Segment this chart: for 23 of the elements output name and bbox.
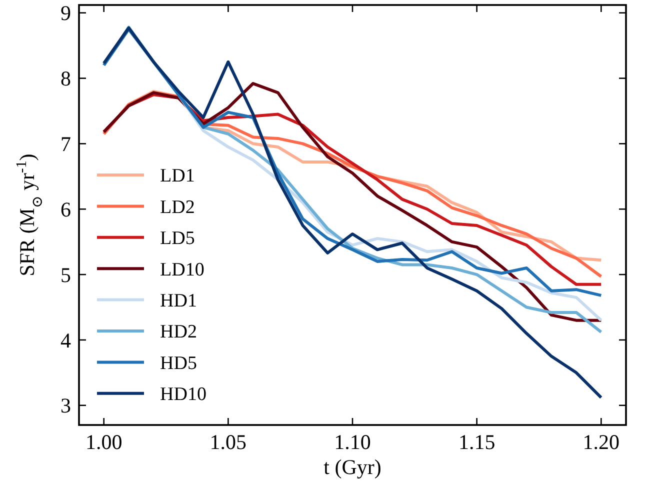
legend-label: LD2 xyxy=(160,196,195,218)
y-tick-label: 3 xyxy=(60,394,71,418)
y-tick-label: 8 xyxy=(60,66,71,91)
x-tick-label: 1.20 xyxy=(582,430,620,454)
legend-label: HD10 xyxy=(160,384,206,406)
legend-label: HD2 xyxy=(160,322,197,343)
legend-label: HD1 xyxy=(160,290,197,312)
legend-label: HD5 xyxy=(160,352,197,374)
legend-label: LD10 xyxy=(160,259,204,280)
y-tick-label: 9 xyxy=(60,1,71,26)
line-series xyxy=(102,82,603,322)
y-tick-label: 5 xyxy=(60,262,71,287)
x-tick-label: 1.10 xyxy=(334,430,371,454)
legend-label: LD5 xyxy=(160,228,195,250)
line-series xyxy=(102,26,603,400)
x-tick-label: 1.05 xyxy=(210,430,247,454)
y-tick-label: 4 xyxy=(60,328,72,352)
y-tick-label: 6 xyxy=(60,197,71,222)
x-tick-label: 1.00 xyxy=(85,430,122,454)
y-tick-label: 7 xyxy=(60,132,71,156)
legend-label: LD1 xyxy=(160,166,195,187)
x-tick-label: 1.15 xyxy=(458,430,496,454)
x-axis-title: t (Gyr) xyxy=(324,455,382,479)
